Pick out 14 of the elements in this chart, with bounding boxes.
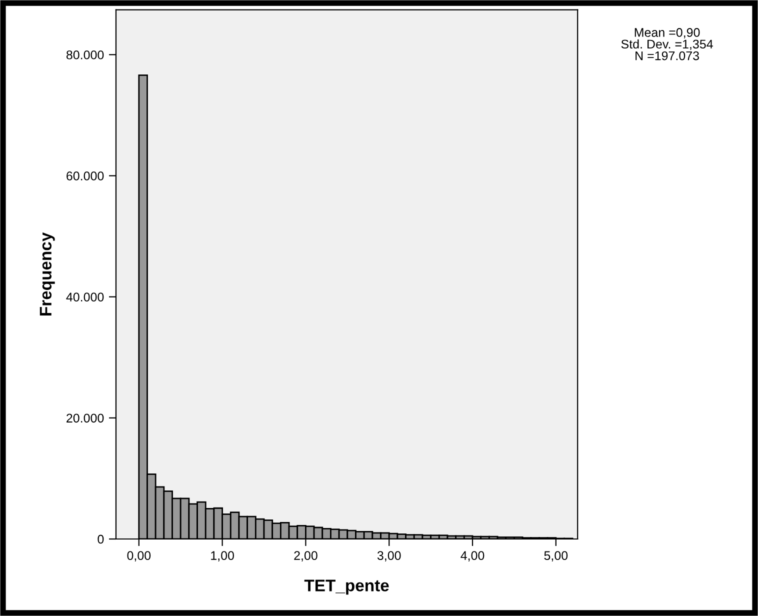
x-tick-label: 2,00 — [294, 551, 318, 562]
y-tick-label: 0 — [98, 534, 104, 544]
x-tick-label: 3,00 — [377, 551, 401, 562]
text: Mean =0,90 Std. Dev. =1,354 N =197.073 — [621, 28, 713, 60]
x-tick-label: 5,00 — [544, 551, 568, 562]
y-tick-label: 80.000 — [66, 50, 104, 60]
x-tick-label: 4,00 — [460, 551, 484, 562]
y-tick-label: 40.000 — [66, 292, 104, 302]
y-axis-title: Frequency — [40, 232, 55, 316]
x-tick-label: 0,00 — [127, 551, 151, 562]
y-tick-label: 20.000 — [66, 414, 104, 423]
x-axis-title: TET_pente — [304, 580, 389, 595]
x-tick-label: 1,00 — [211, 551, 234, 562]
y-tick-label: 60.000 — [66, 172, 104, 180]
